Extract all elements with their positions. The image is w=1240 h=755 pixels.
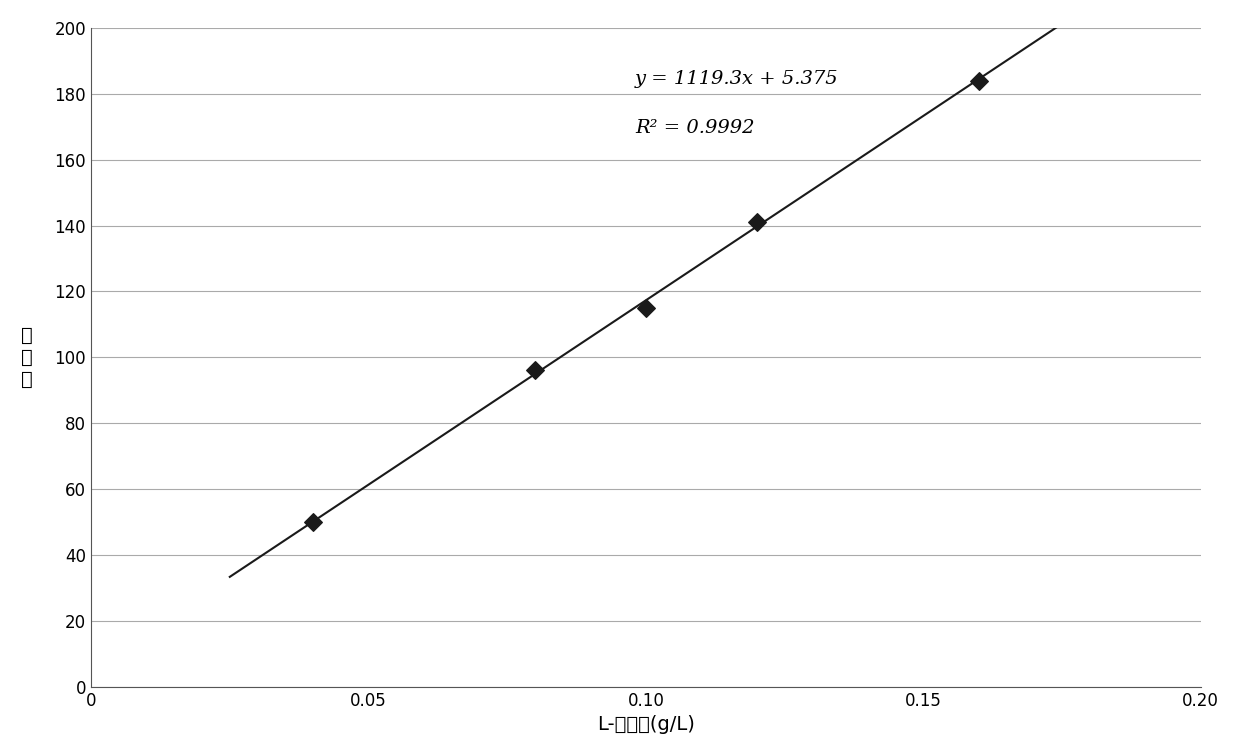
Point <box>303 516 322 528</box>
Point <box>968 75 988 87</box>
Y-axis label: 峰
面
积: 峰 面 积 <box>21 326 32 389</box>
Point <box>746 216 766 228</box>
X-axis label: L-缬氨酸(g/L): L-缬氨酸(g/L) <box>596 715 694 734</box>
Text: y = 1119.3x + 5.375: y = 1119.3x + 5.375 <box>635 70 838 88</box>
Point <box>636 302 656 314</box>
Text: R² = 0.9992: R² = 0.9992 <box>635 119 754 137</box>
Point <box>525 365 544 377</box>
